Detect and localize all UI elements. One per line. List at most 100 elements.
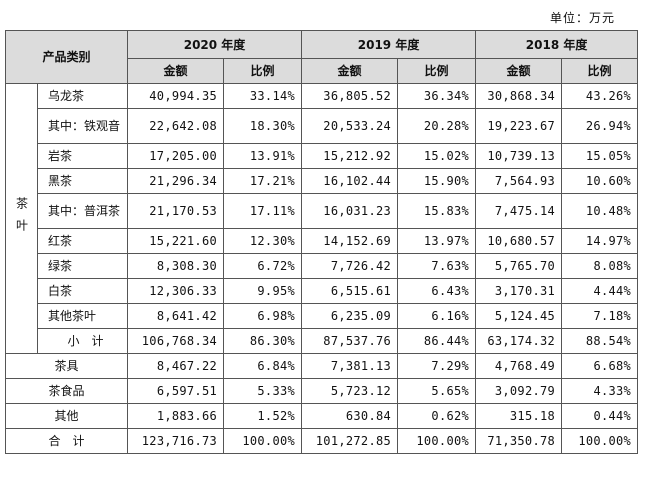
amount-cell: 8,641.42 — [127, 303, 225, 329]
ratio-cell: 1.52% — [223, 403, 303, 429]
ratio-cell: 8.08% — [561, 253, 639, 279]
header-amount: 金额 — [475, 58, 563, 84]
ratio-cell: 10.60% — [561, 168, 639, 194]
header-category: 产品类别 — [4, 30, 129, 84]
row-label: 乌龙茶 — [36, 83, 129, 109]
ratio-cell: 86.44% — [397, 328, 477, 354]
amount-cell: 8,467.22 — [127, 353, 225, 379]
table-row: 绿茶 8,308.30 6.72% 7,726.42 7.63% 5,765.70 8.08… — [6, 253, 639, 279]
header-year-2020: 2020 年度 — [127, 30, 303, 59]
header-year-2018: 2018 年度 — [475, 30, 639, 59]
amount-cell: 21,296.34 — [127, 168, 225, 194]
tea-group-label: 茶叶 — [5, 83, 38, 354]
amount-cell: 14,152.69 — [301, 228, 399, 254]
amount-cell: 87,537.76 — [301, 328, 399, 354]
ratio-cell: 0.44% — [561, 403, 639, 429]
table-row: 黑茶 21,296.34 17.21% 16,102.44 15.90% 7,564.93… — [6, 168, 639, 194]
table-row: 红茶 15,221.60 12.30% 14,152.69 13.97% 10,680.5… — [6, 228, 639, 254]
amount-cell: 3,092.79 — [475, 378, 563, 404]
amount-cell: 5,723.12 — [301, 378, 399, 404]
table-row: 其中：普洱茶 21,170.53 17.11% 16,031.23 15.83% 7,47… — [6, 193, 639, 229]
row-label: 其中：普洱茶 — [36, 193, 129, 229]
table-row: 其中：铁观音 22,642.08 18.30% 20,533.24 20.28% 19,2… — [6, 108, 639, 144]
amount-cell: 15,212.92 — [301, 143, 399, 169]
amount-cell: 123,716.73 — [127, 428, 225, 454]
amount-cell: 7,726.42 — [301, 253, 399, 279]
row-label: 岩茶 — [36, 143, 129, 169]
amount-cell: 19,223.67 — [475, 108, 563, 144]
ratio-cell: 6.16% — [397, 303, 477, 329]
ratio-cell: 6.72% — [223, 253, 303, 279]
amount-cell: 630.84 — [301, 403, 399, 429]
amount-cell: 20,533.24 — [301, 108, 399, 144]
amount-cell: 15,221.60 — [127, 228, 225, 254]
table-row: 茶食品 6,597.51 5.33% 5,723.12 5.65% 3,092.79 4.3… — [4, 378, 639, 404]
table-row: 其他茶叶 8,641.42 6.98% 6,235.09 6.16% 5,124.45 7.… — [6, 303, 639, 329]
ratio-cell: 7.63% — [397, 253, 477, 279]
ratio-cell: 6.84% — [223, 353, 303, 379]
ratio-cell: 14.97% — [561, 228, 639, 254]
amount-cell: 101,272.85 — [301, 428, 399, 454]
table-row: 合 计 123,716.73 100.00% 101,272.85 100.00% 71,… — [4, 428, 639, 454]
ratio-cell: 6.98% — [223, 303, 303, 329]
ratio-cell: 18.30% — [223, 108, 303, 144]
ratio-cell: 5.33% — [223, 378, 303, 404]
ratio-cell: 100.00% — [561, 428, 639, 454]
ratio-cell: 100.00% — [397, 428, 477, 454]
amount-cell: 16,031.23 — [301, 193, 399, 229]
table-row: 小 计 106,768.34 86.30% 87,537.76 86.44% 63,174… — [6, 328, 639, 354]
table-row: 茶具 8,467.22 6.84% 7,381.13 7.29% 4,768.49 6.68… — [4, 353, 639, 379]
ratio-cell: 26.94% — [561, 108, 639, 144]
amount-cell: 22,642.08 — [127, 108, 225, 144]
header-ratio: 比例 — [397, 58, 477, 84]
amount-cell: 106,768.34 — [127, 328, 225, 354]
row-label: 绿茶 — [36, 253, 129, 279]
amount-cell: 7,381.13 — [301, 353, 399, 379]
amount-cell: 7,564.93 — [475, 168, 563, 194]
ratio-cell: 43.26% — [561, 83, 639, 109]
row-label: 小 计 — [36, 328, 129, 354]
amount-cell: 36,805.52 — [301, 83, 399, 109]
amount-cell: 4,768.49 — [475, 353, 563, 379]
ratio-cell: 17.11% — [223, 193, 303, 229]
table-row: 岩茶 17,205.00 13.91% 15,212.92 15.02% 10,739.1… — [6, 143, 639, 169]
ratio-cell: 10.48% — [561, 193, 639, 229]
amount-cell: 12,306.33 — [127, 278, 225, 304]
amount-cell: 17,205.00 — [127, 143, 225, 169]
amount-cell: 8,308.30 — [127, 253, 225, 279]
row-label: 茶食品 — [4, 378, 129, 404]
amount-cell: 315.18 — [475, 403, 563, 429]
table-row: 其他 1,883.66 1.52% 630.84 0.62% 315.18 0.44% — [4, 403, 639, 429]
ratio-cell: 6.68% — [561, 353, 639, 379]
unit-label: 单位：万元 — [549, 11, 615, 25]
ratio-cell: 7.18% — [561, 303, 639, 329]
amount-cell: 5,124.45 — [475, 303, 563, 329]
amount-cell: 6,597.51 — [127, 378, 225, 404]
amount-cell: 16,102.44 — [301, 168, 399, 194]
sales-by-category-table: 产品类别 2020 年度 2019 年度 2018 年度 金额 比例 金额 比例… — [4, 30, 639, 454]
amount-cell: 7,475.14 — [475, 193, 563, 229]
header-ratio: 比例 — [223, 58, 303, 84]
ratio-cell: 6.43% — [397, 278, 477, 304]
ratio-cell: 0.62% — [397, 403, 477, 429]
ratio-cell: 5.65% — [397, 378, 477, 404]
ratio-cell: 15.02% — [397, 143, 477, 169]
amount-cell: 21,170.53 — [127, 193, 225, 229]
ratio-cell: 4.44% — [561, 278, 639, 304]
row-label: 合 计 — [4, 428, 129, 454]
header-ratio: 比例 — [561, 58, 639, 84]
amount-cell: 71,350.78 — [475, 428, 563, 454]
amount-cell: 10,680.57 — [475, 228, 563, 254]
amount-cell: 3,170.31 — [475, 278, 563, 304]
table-row: 茶叶 乌龙茶 40,994.35 33.14% 36,805.52 36.34% 30,86… — [5, 83, 639, 354]
row-label: 黑茶 — [36, 168, 129, 194]
ratio-cell: 15.90% — [397, 168, 477, 194]
row-label: 其他茶叶 — [36, 303, 129, 329]
ratio-cell: 7.29% — [397, 353, 477, 379]
ratio-cell: 13.91% — [223, 143, 303, 169]
amount-cell: 30,868.34 — [475, 83, 563, 109]
row-label: 茶具 — [4, 353, 129, 379]
ratio-cell: 15.83% — [397, 193, 477, 229]
amount-cell: 63,174.32 — [475, 328, 563, 354]
ratio-cell: 20.28% — [397, 108, 477, 144]
